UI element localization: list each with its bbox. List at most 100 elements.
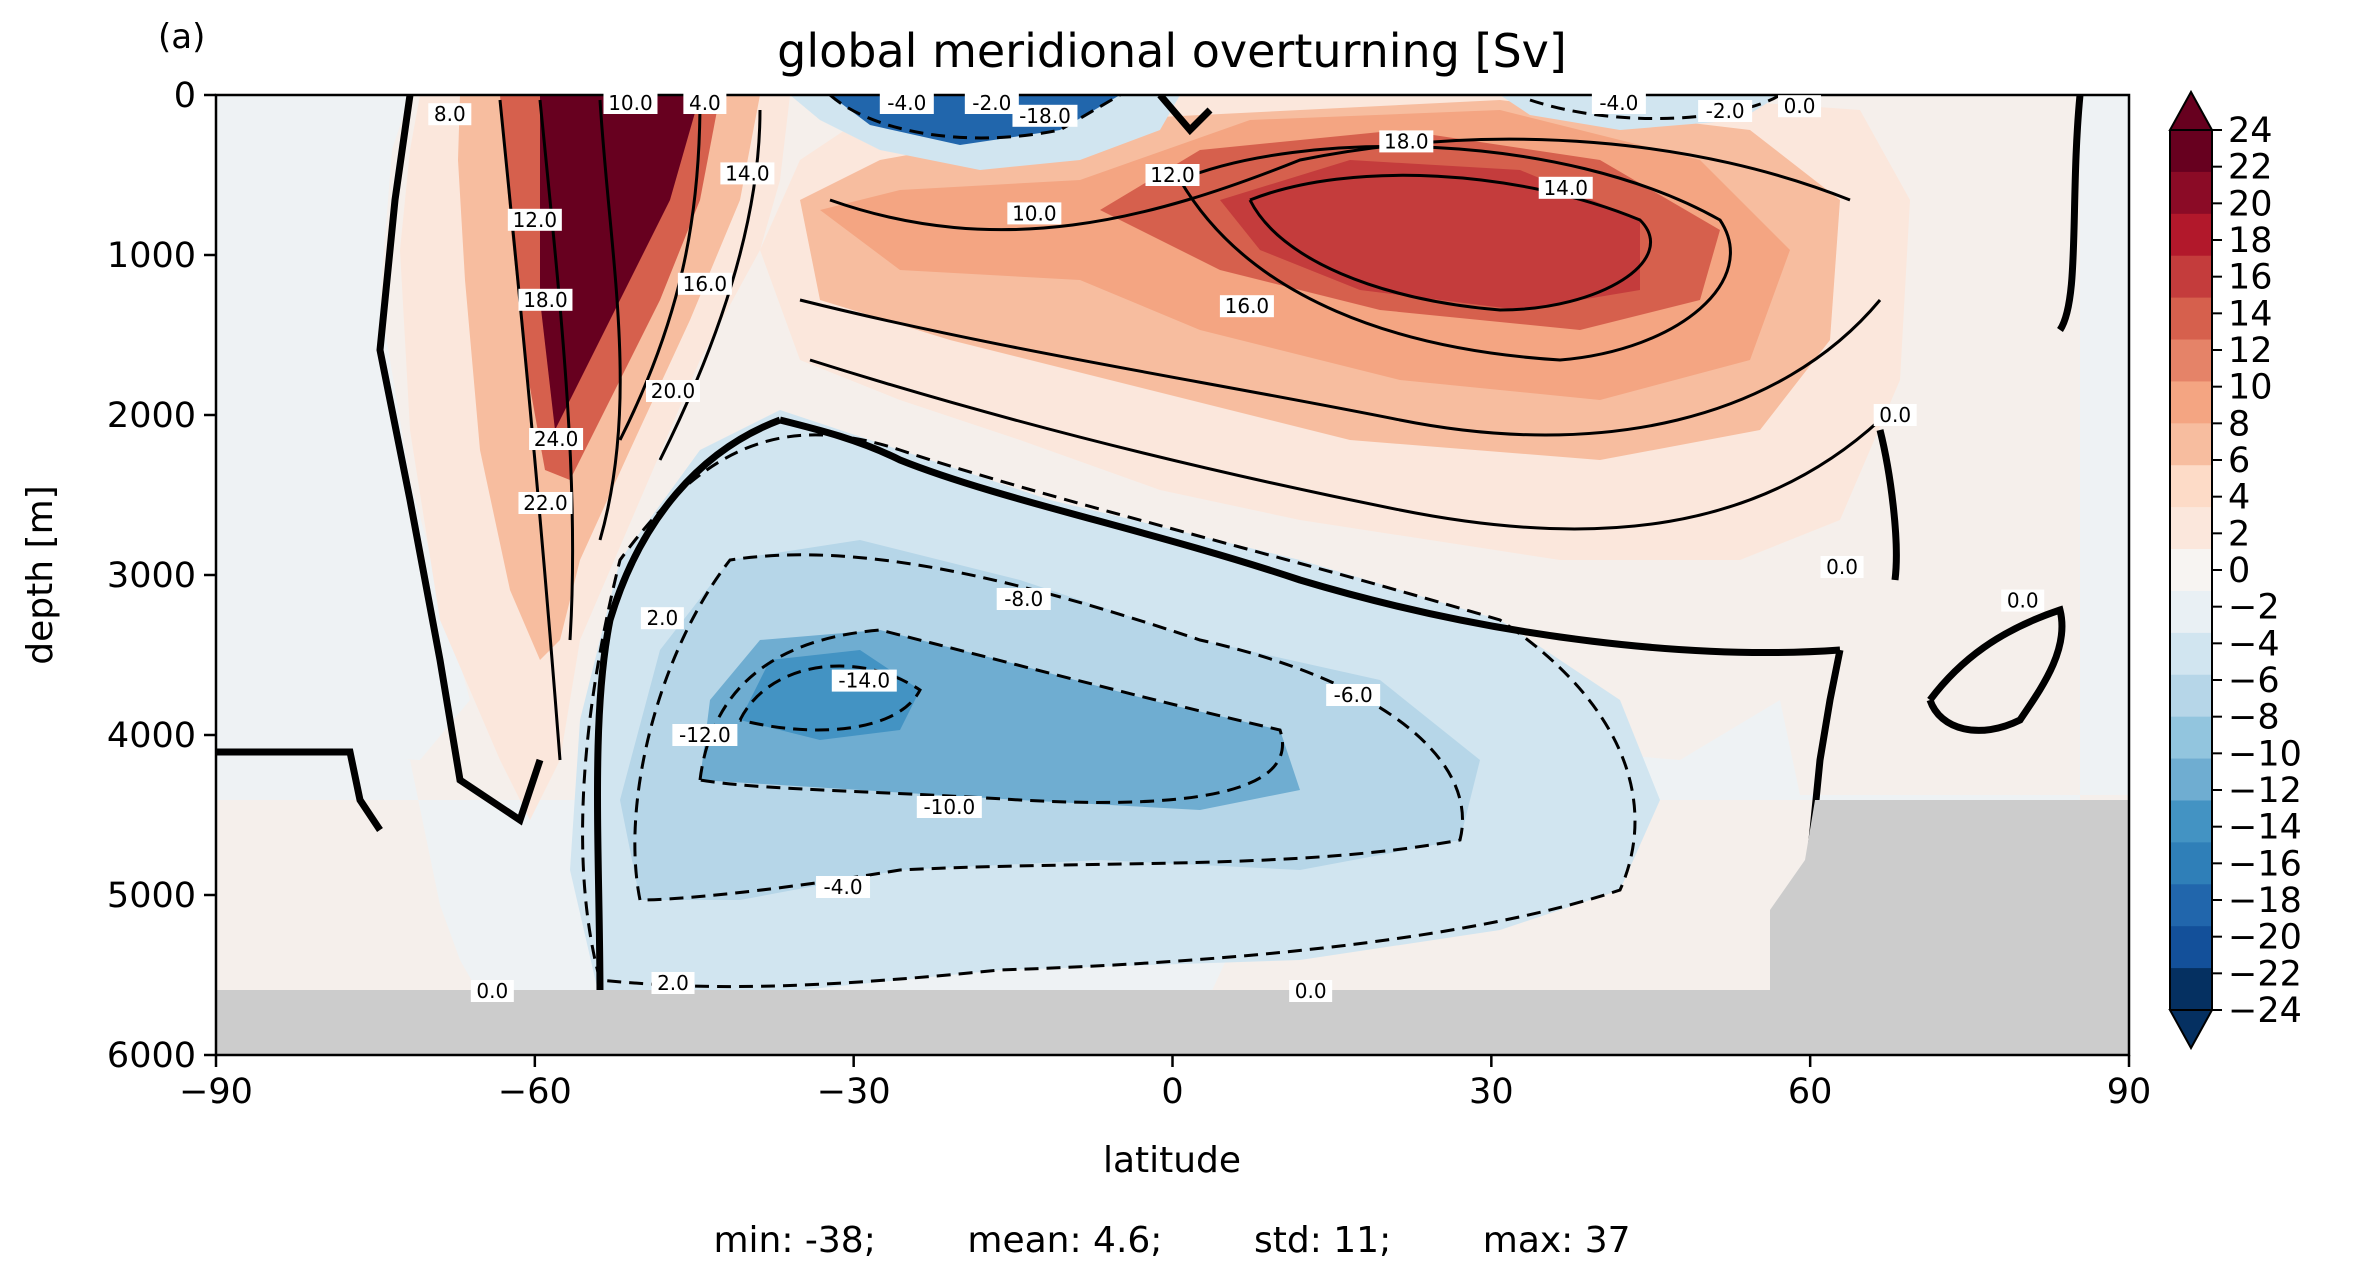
contour-label: 18.0	[1384, 129, 1429, 153]
colorbar-segment	[2170, 381, 2212, 424]
contour-label-bg	[1538, 176, 1593, 199]
contour-label: 8.0	[434, 102, 466, 126]
contour-label-bg	[916, 796, 982, 818]
zero-contour-line	[1157, 95, 1213, 136]
contour-label: 0.0	[1295, 979, 1327, 1003]
zero-contour-line	[1926, 605, 2066, 734]
contour-label: 12.0	[1150, 163, 1195, 187]
contour-label-bg	[651, 972, 695, 994]
contour-label-bg	[964, 92, 1019, 114]
contour-label: 14.0	[725, 161, 770, 185]
contour-line	[538, 99, 575, 641]
y-tick-label: 3000	[107, 556, 196, 596]
contour-label: 10.0	[1012, 201, 1057, 225]
contour-line	[581, 433, 1637, 989]
contour-label: -4.0	[887, 91, 926, 115]
contour-line	[658, 109, 762, 461]
contour-label: 2.0	[657, 971, 689, 995]
colorbar-segment	[2170, 423, 2212, 466]
colorbar-tick-label: −12	[2228, 771, 2302, 811]
contour-label-bg	[672, 724, 738, 746]
contour-label: 0.0	[1826, 555, 1858, 579]
contour-label-bg	[677, 272, 732, 295]
colorbar-segment	[2170, 213, 2212, 257]
colorbar-tick-label: 18	[2228, 221, 2273, 261]
contour-label-bg	[1326, 684, 1381, 706]
contour-line	[829, 95, 1121, 140]
colorbar-tick-label: 8	[2228, 404, 2250, 444]
contour-label: 0.0	[2007, 589, 2039, 613]
contour-label: 12.0	[513, 208, 558, 232]
contour-label: 18.0	[523, 288, 568, 312]
colorbar-tick-label: −2	[2228, 588, 2280, 628]
contour-label: 16.0	[1225, 294, 1270, 318]
contour-label-bg	[2001, 589, 2045, 612]
colorbar-segment	[2170, 716, 2212, 760]
contour-line	[1529, 95, 1781, 120]
x-tick-label: 90	[2107, 1072, 2152, 1112]
y-tick-label: 1000	[107, 236, 196, 276]
negative-contours	[581, 95, 1781, 989]
y-tick-label: 2000	[107, 396, 196, 436]
contour-label-bg	[1219, 295, 1274, 318]
colorbar-segment	[2170, 842, 2212, 885]
colorbar-tick-label: 10	[2228, 368, 2273, 408]
y-tick-label: 5000	[107, 876, 196, 916]
contour-label: -2.0	[972, 91, 1011, 115]
colorbar-segment	[2170, 758, 2212, 801]
contour-label-bg	[831, 669, 897, 692]
contour-label: 0.0	[476, 979, 508, 1003]
x-tick-label: −90	[179, 1072, 253, 1112]
zero-contour-line	[779, 416, 1841, 656]
contour-labels: 8.0 12.0 18.0 24.0 22.0 10.0 4.0 14.0 16.0 20.0 10…	[428, 91, 2045, 1003]
contour-label-bg	[816, 876, 871, 898]
colorbar-tick-label: 20	[2228, 184, 2273, 224]
panel-label: (a)	[158, 17, 205, 57]
x-tick-label: 0	[1161, 1072, 1183, 1112]
colorbar-tick-label: −6	[2228, 661, 2280, 701]
contour-label: 0.0	[1784, 94, 1816, 118]
contour-label: 14.0	[1543, 176, 1588, 200]
contour-label: -18.0	[1019, 104, 1071, 128]
colorbar-tick-label: 2	[2228, 514, 2250, 554]
contour-label-bg	[603, 92, 658, 114]
colorbar-tick-label: 24	[2228, 111, 2273, 151]
colorbar-segment	[2170, 968, 2212, 1011]
contour-label-bg	[1012, 104, 1078, 127]
contour-line	[1248, 173, 1652, 312]
contour-label-bg	[1591, 92, 1646, 114]
contour-label: -2.0	[1706, 99, 1745, 123]
colorbar-tick-label: 22	[2228, 148, 2273, 188]
zero-contour-line	[594, 416, 782, 1001]
contour-label: -10.0	[923, 795, 975, 819]
contour-label-bg	[1145, 164, 1200, 186]
colorbar-tick-label: −4	[2228, 624, 2280, 664]
contour-label: 22.0	[523, 491, 568, 515]
contour-label: -4.0	[824, 875, 863, 899]
y-tick-label: 0	[174, 76, 196, 116]
colorbar-segment	[2170, 297, 2212, 341]
contour-label-bg	[1379, 130, 1434, 153]
contour-label-bg	[683, 92, 727, 114]
contour-label-bg	[428, 103, 472, 126]
colorbar-tick-label: 0	[2228, 551, 2250, 591]
contour-label: 24.0	[534, 427, 579, 451]
contour-label: 4.0	[689, 91, 721, 115]
contour-label: -14.0	[838, 669, 890, 693]
contour-line	[809, 358, 1882, 531]
contour-label-bg	[529, 428, 584, 450]
contour-label-bg	[1007, 202, 1062, 225]
contour-label-bg	[1698, 100, 1753, 122]
stats-line: min: -38; mean: 4.6; std: 11; max: 37	[713, 1220, 1630, 1261]
colorbar-extend-bottom	[2168, 1009, 2214, 1051]
x-tick-label: −60	[498, 1072, 572, 1112]
contour-label-bg	[1778, 95, 1822, 118]
zero-contour-line	[1876, 429, 1900, 581]
contour-label-bg	[996, 588, 1051, 610]
contour-label-bg	[1289, 980, 1333, 1002]
x-tick-label: 30	[1469, 1072, 1514, 1112]
zero-contour-line	[2056, 95, 2084, 332]
y-tick-label: 6000	[107, 1036, 196, 1076]
contour-label-bg	[879, 92, 934, 114]
